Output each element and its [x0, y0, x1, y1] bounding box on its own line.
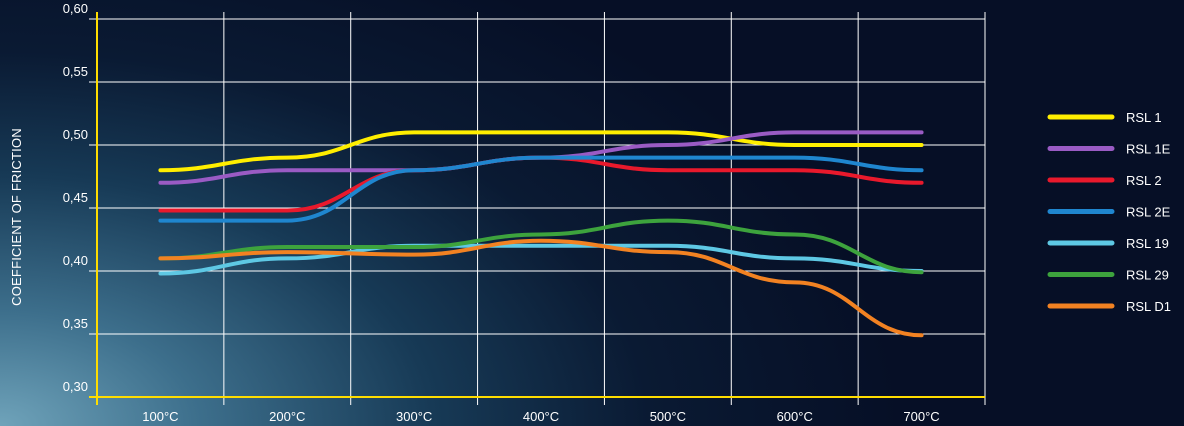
- legend-label: RSL 2E: [1126, 205, 1171, 220]
- x-tick-label: 300°C: [396, 409, 432, 424]
- legend-label: RSL 29: [1126, 268, 1169, 283]
- x-tick-label: 100°C: [142, 409, 178, 424]
- legend-label: RSL D1: [1126, 299, 1171, 314]
- series-line-rsl-29: [158, 218, 924, 275]
- y-tick-labels: 0,30 0,35 0,40 0,45 0,50 0,55 0,60: [63, 1, 88, 394]
- y-tick-label: 0,40: [63, 253, 88, 268]
- y-tick-label: 0,55: [63, 64, 88, 79]
- series-line-rsl-2e: [158, 155, 924, 223]
- axes: [89, 12, 985, 405]
- legend-item-rsl-19[interactable]: RSL 19: [1047, 236, 1169, 251]
- legend-label: RSL 1E: [1126, 142, 1171, 157]
- x-tick-label: 200°C: [269, 409, 305, 424]
- legend-item-rsl-1[interactable]: RSL 1: [1047, 110, 1162, 125]
- y-tick-label: 0,45: [63, 190, 88, 205]
- series-line-rsl-19: [158, 243, 924, 276]
- y-tick-label: 0,60: [63, 1, 88, 16]
- x-tick-label: 600°C: [777, 409, 813, 424]
- legend-label: RSL 19: [1126, 236, 1169, 251]
- y-tick-label: 0,35: [63, 316, 88, 331]
- x-tick-label: 500°C: [650, 409, 686, 424]
- series-lines: [158, 130, 924, 338]
- legend-label: RSL 2: [1126, 173, 1162, 188]
- series-line-rsl-d1: [158, 238, 924, 338]
- series-line-rsl-1: [158, 130, 924, 173]
- legend[interactable]: RSL 1 RSL 1E RSL 2 RSL 2E RSL 19 RSL 29 RSL D1: [1047, 110, 1171, 314]
- legend-item-rsl-1e[interactable]: RSL 1E: [1047, 142, 1171, 157]
- legend-item-rsl-2e[interactable]: RSL 2E: [1047, 205, 1171, 220]
- legend-item-rsl-29[interactable]: RSL 29: [1047, 268, 1169, 283]
- y-tick-label: 0,50: [63, 127, 88, 142]
- x-tick-label: 400°C: [523, 409, 559, 424]
- grid-lines: [89, 12, 986, 405]
- y-axis-label: COEFFICIENT OF FRICTION: [9, 128, 24, 306]
- legend-item-rsl-d1[interactable]: RSL D1: [1047, 299, 1171, 314]
- legend-item-rsl-2[interactable]: RSL 2: [1047, 173, 1162, 188]
- y-tick-label: 0,30: [63, 379, 88, 394]
- x-tick-labels: 100°C 200°C 300°C 400°C 500°C 600°C 700°C: [142, 409, 939, 424]
- x-tick-label: 700°C: [903, 409, 939, 424]
- series-line-rsl-2: [158, 155, 924, 213]
- legend-label: RSL 1: [1126, 110, 1162, 125]
